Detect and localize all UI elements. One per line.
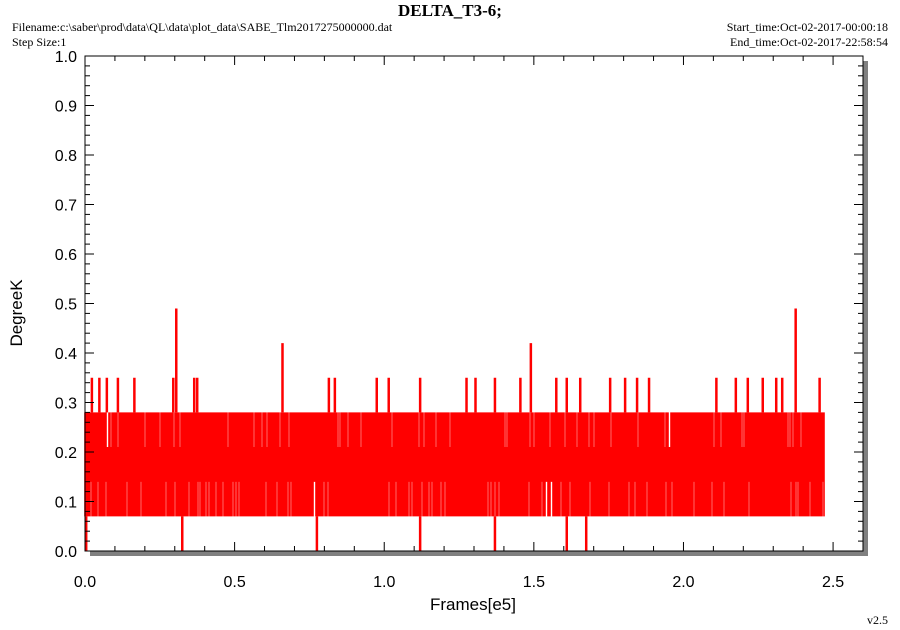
y-tick-label: 0.4 [55, 346, 77, 363]
series-noise-band [84, 412, 825, 517]
axis-ticks [84, 55, 864, 552]
end-time-label: End_time:Oct-02-2017-22:58:54 [730, 35, 888, 49]
axis-tick-labels: 0.0 0.1 0.2 0.3 0.4 0.5 0.6 0.7 0.8 0.9 1.0 0.0 0.5 1… [55, 49, 845, 591]
x-axis-label: Frames[e5] [430, 595, 516, 614]
y-tick-label: 0.3 [55, 396, 77, 413]
filename-label: Filename:c:\saber\prod\data\QL\data\plot… [12, 20, 393, 34]
version-label: v2.5 [867, 613, 888, 627]
y-tick-label: 0.5 [55, 297, 77, 314]
x-tick-label: 0.5 [223, 574, 245, 591]
x-tick-label: 0.0 [74, 574, 96, 591]
start-time-label: Start_time:Oct-02-2017-00:00:18 [726, 20, 888, 34]
x-tick-label: 2.0 [672, 574, 694, 591]
y-tick-label: 0.1 [55, 495, 77, 512]
y-tick-label: 0.2 [55, 445, 77, 462]
y-tick-label: 1.0 [55, 49, 77, 66]
step-size-label: Step Size:1 [12, 35, 67, 49]
y-tick-label: 0.8 [55, 148, 77, 165]
x-tick-label: 1.0 [373, 574, 395, 591]
chart-title: DELTA_T3-6; [398, 1, 502, 20]
x-tick-label: 2.5 [822, 574, 844, 591]
y-tick-label: 0.0 [55, 544, 77, 561]
y-axis-label: DegreeK [7, 279, 26, 347]
y-tick-label: 0.6 [55, 247, 77, 264]
y-tick-label: 0.9 [55, 99, 77, 116]
y-tick-label: 0.7 [55, 198, 77, 215]
series-delta-t3-6 [84, 308, 825, 551]
x-tick-label: 1.5 [523, 574, 545, 591]
